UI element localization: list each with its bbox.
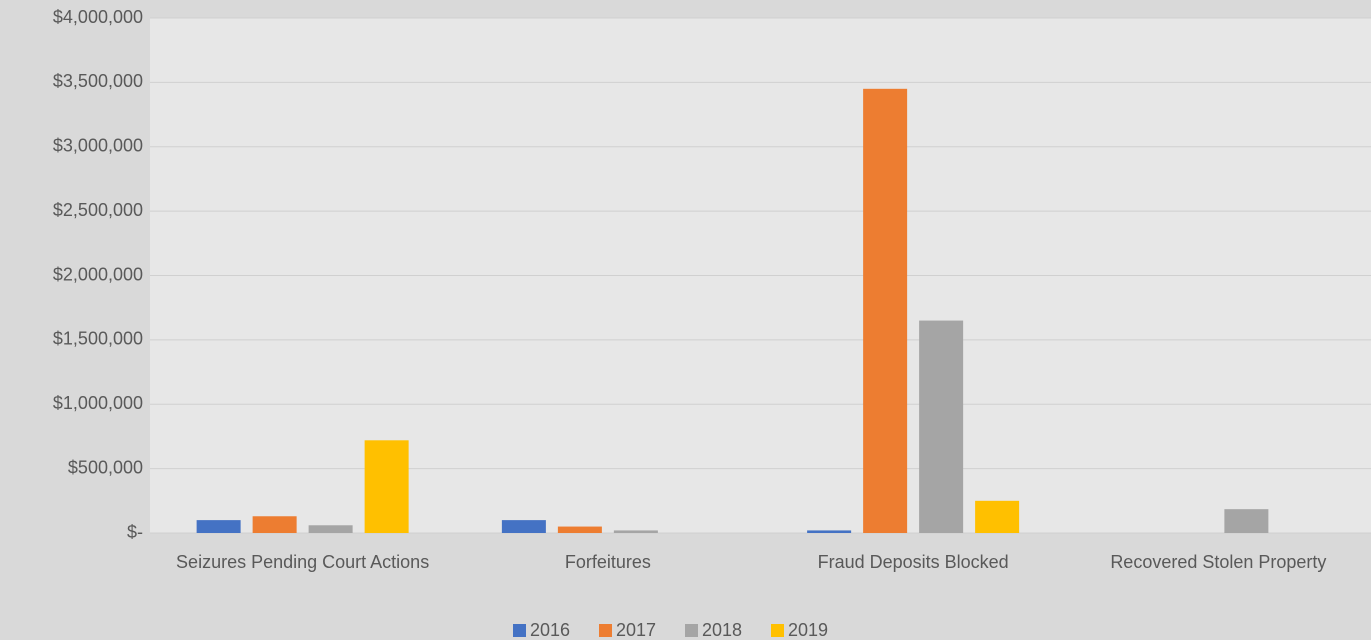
legend-swatch bbox=[599, 624, 612, 637]
bar bbox=[1224, 509, 1269, 533]
bar bbox=[807, 530, 852, 533]
bar bbox=[863, 88, 908, 533]
bar bbox=[196, 520, 241, 533]
x-tick-label: Forfeitures bbox=[565, 552, 651, 572]
bar bbox=[364, 440, 409, 533]
bar bbox=[613, 530, 658, 533]
bar bbox=[252, 516, 297, 533]
y-tick-label: $3,000,000 bbox=[53, 136, 143, 156]
y-tick-label: $2,500,000 bbox=[53, 200, 143, 220]
legend-label: 2016 bbox=[530, 620, 570, 640]
x-tick-label: Seizures Pending Court Actions bbox=[176, 552, 429, 572]
legend-label: 2017 bbox=[616, 620, 656, 640]
legend-swatch bbox=[513, 624, 526, 637]
y-tick-label: $3,500,000 bbox=[53, 71, 143, 91]
legend-swatch bbox=[771, 624, 784, 637]
y-tick-label: $4,000,000 bbox=[53, 7, 143, 27]
y-tick-label: $2,000,000 bbox=[53, 264, 143, 284]
legend-swatch bbox=[685, 624, 698, 637]
bar bbox=[919, 320, 964, 533]
legend-label: 2019 bbox=[788, 620, 828, 640]
y-tick-label: $- bbox=[127, 522, 143, 542]
y-tick-label: $500,000 bbox=[68, 457, 143, 477]
bar bbox=[975, 500, 1020, 533]
y-tick-label: $1,000,000 bbox=[53, 393, 143, 413]
bar bbox=[557, 526, 602, 533]
y-tick-label: $1,500,000 bbox=[53, 329, 143, 349]
bar bbox=[501, 520, 546, 533]
legend-label: 2018 bbox=[702, 620, 742, 640]
x-tick-label: Fraud Deposits Blocked bbox=[818, 552, 1009, 572]
bar bbox=[308, 525, 353, 533]
x-tick-label: Recovered Stolen Property bbox=[1110, 552, 1326, 572]
